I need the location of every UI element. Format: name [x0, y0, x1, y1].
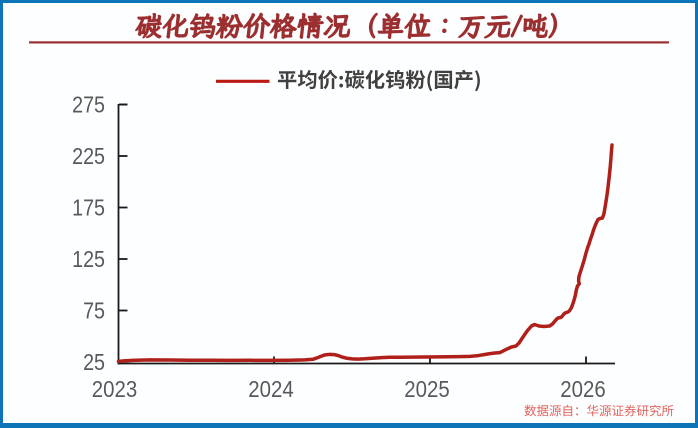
svg-text:275: 275 [72, 92, 105, 118]
svg-text:175: 175 [72, 195, 105, 221]
svg-text:125: 125 [72, 247, 105, 273]
svg-text:2025: 2025 [404, 376, 449, 403]
svg-text:2026: 2026 [560, 376, 605, 403]
svg-text:25: 25 [83, 350, 105, 376]
svg-text:225: 225 [72, 144, 105, 170]
svg-text:2023: 2023 [92, 376, 137, 403]
svg-text:2024: 2024 [248, 376, 293, 403]
svg-text:75: 75 [83, 298, 105, 324]
